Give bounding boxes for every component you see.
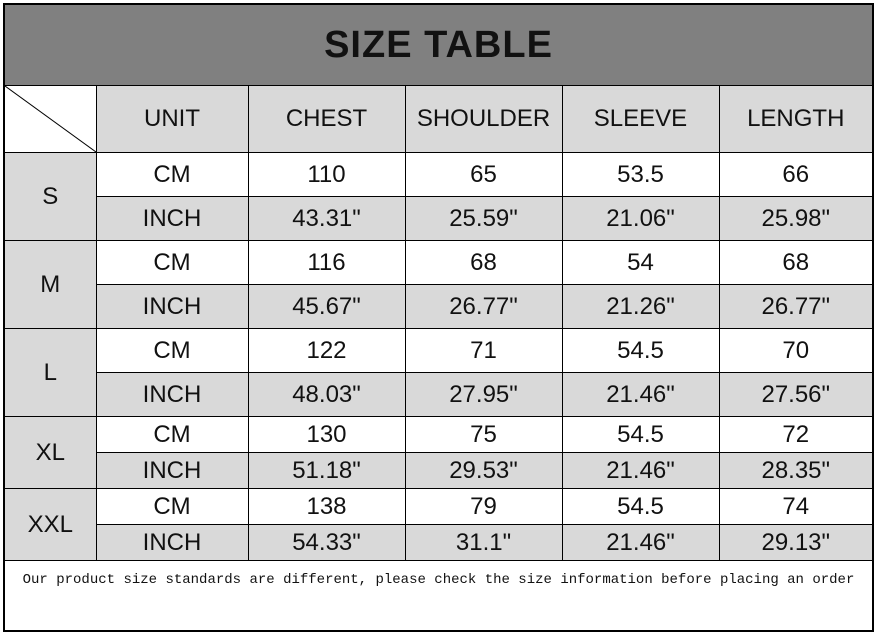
footer-note: Our product size standards are different… [5,561,872,640]
value-cell: 54.5 [562,329,719,373]
column-header: LENGTH [719,86,872,153]
value-cell: 29.53" [405,453,562,489]
value-cell: 54.5 [562,489,719,525]
unit-cell: INCH [96,525,248,561]
size-label: L [5,329,96,417]
value-cell: 28.35" [719,453,872,489]
unit-cell: INCH [96,373,248,417]
value-cell: 26.77" [719,285,872,329]
column-header: SHOULDER [405,86,562,153]
size-label: XXL [5,489,96,561]
value-cell: 68 [719,241,872,285]
value-cell: 116 [248,241,405,285]
value-cell: 70 [719,329,872,373]
unit-cell: CM [96,417,248,453]
value-cell: 45.67" [248,285,405,329]
diagonal-corner-cell [5,86,96,153]
unit-cell: INCH [96,453,248,489]
value-cell: 21.46" [562,373,719,417]
size-label: XL [5,417,96,489]
value-cell: 21.26" [562,285,719,329]
value-cell: 21.46" [562,525,719,561]
unit-cell: CM [96,329,248,373]
value-cell: 31.1" [405,525,562,561]
unit-cell: INCH [96,285,248,329]
table-title: SIZE TABLE [5,5,872,86]
value-cell: 29.13" [719,525,872,561]
value-cell: 74 [719,489,872,525]
value-cell: 43.31" [248,197,405,241]
value-cell: 21.06" [562,197,719,241]
value-cell: 130 [248,417,405,453]
value-cell: 71 [405,329,562,373]
column-header: SLEEVE [562,86,719,153]
value-cell: 25.59" [405,197,562,241]
value-cell: 110 [248,153,405,197]
value-cell: 21.46" [562,453,719,489]
value-cell: 66 [719,153,872,197]
value-cell: 65 [405,153,562,197]
value-cell: 54 [562,241,719,285]
value-cell: 68 [405,241,562,285]
value-cell: 27.95" [405,373,562,417]
size-label: M [5,241,96,329]
diagonal-line [5,86,96,152]
value-cell: 25.98" [719,197,872,241]
value-cell: 26.77" [405,285,562,329]
value-cell: 138 [248,489,405,525]
unit-cell: CM [96,241,248,285]
column-header: CHEST [248,86,405,153]
value-cell: 54.5 [562,417,719,453]
value-cell: 48.03" [248,373,405,417]
unit-cell: CM [96,489,248,525]
unit-cell: INCH [96,197,248,241]
value-cell: 122 [248,329,405,373]
value-cell: 51.18" [248,453,405,489]
column-header: UNIT [96,86,248,153]
value-cell: 27.56" [719,373,872,417]
value-cell: 75 [405,417,562,453]
unit-cell: CM [96,153,248,197]
value-cell: 54.33" [248,525,405,561]
size-label: S [5,153,96,241]
value-cell: 79 [405,489,562,525]
value-cell: 72 [719,417,872,453]
value-cell: 53.5 [562,153,719,197]
